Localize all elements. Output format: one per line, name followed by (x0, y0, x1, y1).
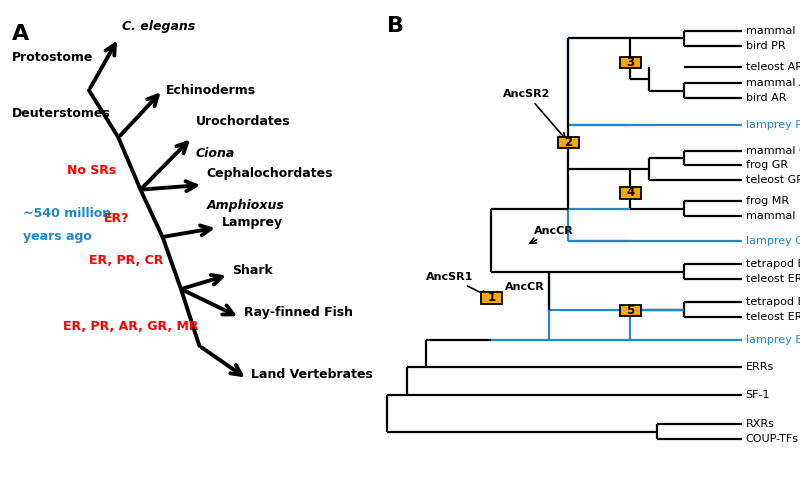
Text: lamprey CR: lamprey CR (746, 236, 800, 246)
Text: AncCR: AncCR (530, 225, 574, 243)
Text: bird PR: bird PR (746, 41, 786, 51)
Text: teleost AR: teleost AR (746, 61, 800, 72)
Text: SF-1: SF-1 (746, 390, 770, 400)
Text: Shark: Shark (233, 264, 274, 277)
Text: Ciona: Ciona (196, 147, 235, 160)
Text: RXRs: RXRs (746, 419, 774, 429)
Text: 4: 4 (626, 186, 634, 199)
FancyBboxPatch shape (558, 137, 579, 148)
Text: 5: 5 (626, 304, 634, 317)
Text: A: A (12, 24, 29, 44)
Text: mammal PR: mammal PR (746, 26, 800, 36)
Text: AncCR: AncCR (505, 282, 545, 292)
Text: ~540 million: ~540 million (22, 207, 111, 220)
Text: Land Vertebrates: Land Vertebrates (251, 368, 373, 381)
Text: bird AR: bird AR (746, 93, 786, 103)
Text: mammal GR: mammal GR (746, 146, 800, 156)
Text: lamprey PR: lamprey PR (746, 121, 800, 130)
Text: ER, PR, AR, GR, MR: ER, PR, AR, GR, MR (63, 321, 198, 333)
Text: frog MR: frog MR (746, 196, 789, 206)
Text: AncSR2: AncSR2 (503, 89, 566, 139)
Text: C. elegans: C. elegans (122, 20, 195, 33)
Text: ER?: ER? (104, 211, 129, 224)
Text: ER, PR, CR: ER, PR, CR (89, 254, 163, 267)
Text: Deuterstomes: Deuterstomes (12, 107, 110, 121)
Text: 1: 1 (487, 291, 495, 305)
Text: tetrapod ERβ: tetrapod ERβ (746, 297, 800, 307)
Text: teleost ERβ: teleost ERβ (746, 312, 800, 322)
Text: No SRs: No SRs (67, 164, 116, 177)
Text: tetrapod ERα: tetrapod ERα (746, 259, 800, 269)
FancyBboxPatch shape (619, 57, 641, 68)
Text: Urochordates: Urochordates (196, 115, 290, 128)
Text: ERRs: ERRs (746, 363, 774, 372)
Text: lamprey ER: lamprey ER (746, 335, 800, 345)
FancyBboxPatch shape (481, 292, 502, 304)
Text: mammal MR: mammal MR (746, 211, 800, 221)
Text: 2: 2 (564, 136, 573, 149)
Text: B: B (387, 16, 404, 36)
FancyBboxPatch shape (619, 187, 641, 199)
Text: Lamprey: Lamprey (222, 216, 282, 229)
Text: Amphioxus: Amphioxus (206, 199, 285, 212)
Text: mammal AR: mammal AR (746, 79, 800, 88)
Text: 3: 3 (626, 56, 634, 69)
FancyBboxPatch shape (619, 305, 641, 316)
Text: teleost GR: teleost GR (746, 175, 800, 185)
Text: AncSR1: AncSR1 (426, 272, 487, 296)
Text: Ray-finned Fish: Ray-finned Fish (243, 306, 353, 319)
Text: COUP-TFs: COUP-TFs (746, 434, 798, 444)
Text: frog GR: frog GR (746, 161, 788, 170)
Text: Protostome: Protostome (12, 51, 93, 63)
Text: teleost ERα: teleost ERα (746, 274, 800, 284)
Text: years ago: years ago (22, 230, 91, 244)
Text: Cephalochordates: Cephalochordates (206, 167, 334, 180)
Text: Echinoderms: Echinoderms (166, 84, 256, 97)
